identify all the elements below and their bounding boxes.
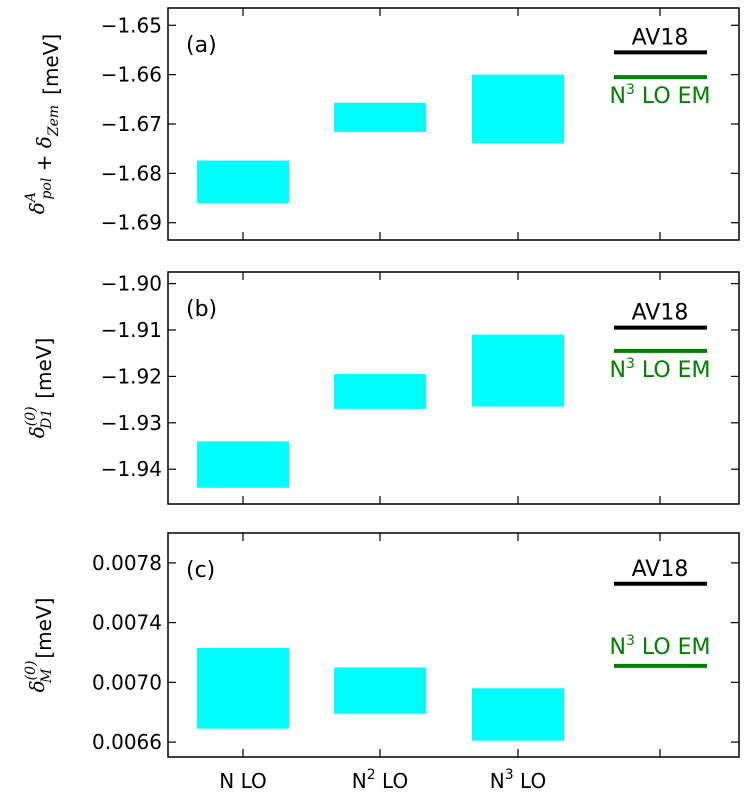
y-tick-label: −1.66 (101, 63, 162, 87)
band-3 (472, 688, 564, 741)
panel-label: (c) (186, 558, 215, 583)
y-tick-label: −1.93 (101, 411, 162, 435)
y-tick-label: −1.69 (101, 211, 162, 235)
x-tick-label: N LO (219, 769, 267, 793)
y-tick-label: −1.65 (101, 13, 162, 37)
panel-label: (b) (186, 297, 217, 322)
y-tick-label: −1.94 (101, 457, 162, 481)
panel-c: AV18 N3 LO EM (c) 0.0078 0.0074 0.0070 0.0066 δ… (23, 532, 740, 758)
band-3 (472, 74, 564, 144)
y-tick-label: 0.0074 (92, 611, 162, 635)
panel-a: AV18 N3 LO EM (a) −1.65 −1.66 −1.67 −1.68 −1.69… (23, 7, 740, 241)
legend-n3lo-em: N3 LO EM (609, 356, 710, 383)
band-2 (334, 667, 426, 714)
panel-b: AV18 N3 LO EM (b) −1.90 −1.91 −1.92 −1.93 −1.94… (23, 271, 740, 505)
y-tick-label: −1.90 (101, 272, 162, 296)
y-tick-label: 0.0066 (92, 730, 162, 754)
legend-n3lo-em: N3 LO EM (609, 633, 710, 660)
y-tick-label: −1.92 (101, 364, 162, 388)
y-axis-label: δApol + δZem[meV] (23, 34, 63, 214)
legend-av18: AV18 (632, 301, 689, 326)
x-axis-labels: N LO N2 LO N3 LO (219, 767, 546, 793)
y-tick-label: −1.67 (101, 112, 162, 136)
y-tick-label: −1.91 (101, 318, 162, 342)
band-2 (334, 374, 426, 409)
legend-av18: AV18 (632, 557, 689, 582)
legend-n3lo-em: N3 LO EM (609, 82, 710, 109)
x-tick-label: N2 LO (352, 767, 408, 793)
y-tick-label: 0.0078 (92, 551, 162, 575)
x-tick-label: N3 LO (490, 767, 546, 793)
axes-frame (167, 271, 740, 505)
band-3 (472, 334, 564, 407)
band-1 (197, 441, 289, 488)
axes-frame (167, 7, 740, 241)
axes-frame (167, 532, 740, 758)
legend-av18: AV18 (632, 25, 689, 50)
y-tick-label: 0.0070 (92, 670, 162, 694)
panel-label: (a) (186, 33, 217, 58)
band-2 (334, 102, 426, 132)
y-axis-label: δ(0)D1[meV] (23, 338, 56, 439)
y-axis-label: δ(0)M[meV] (23, 598, 56, 693)
y-tick-label: −1.68 (101, 161, 162, 185)
band-1 (197, 647, 289, 729)
band-1 (197, 160, 289, 203)
